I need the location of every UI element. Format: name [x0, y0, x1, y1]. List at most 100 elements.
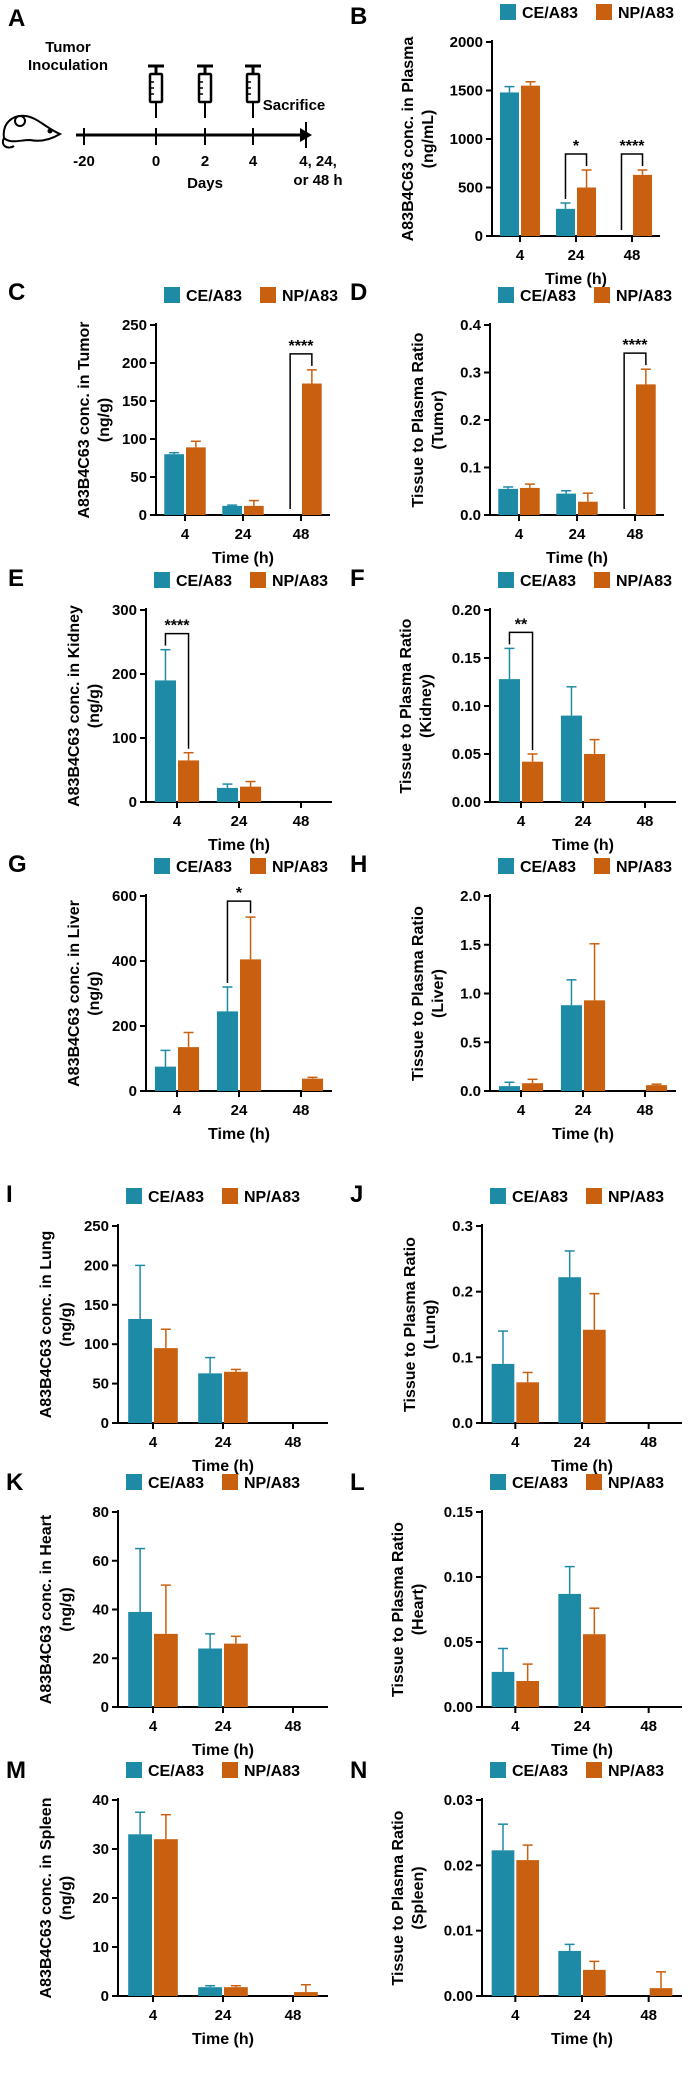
- bar-np-a83-4: [520, 487, 540, 515]
- y-tick-label: 0.1: [452, 1349, 473, 1366]
- x-tick-label: 24: [215, 2007, 232, 2024]
- legend-label-ce: CE/A83: [186, 288, 242, 305]
- legend-swatch-np: [250, 572, 266, 588]
- bar-np-a83-48: [302, 1078, 324, 1091]
- bar-ce-a83-24: [555, 208, 575, 236]
- x-tick-label: 48: [293, 1102, 310, 1119]
- days-label: Days: [187, 175, 223, 192]
- x-tick-label: 24: [574, 1434, 591, 1451]
- bar-np-a83-4: [522, 761, 544, 802]
- y-tick-label: 0.01: [444, 1923, 473, 1940]
- bar-ce-a83-24: [560, 715, 582, 802]
- chart-panel-G: G CE/A83 NP/A83 0 200 400 600 4 24 48 Time (h) A83B…: [8, 851, 332, 1143]
- legend-label-ce: CE/A83: [176, 573, 232, 590]
- y-axis-title-units: (ng/g): [96, 398, 113, 442]
- y-tick-label: 0.0: [452, 1415, 473, 1432]
- bar-np-a83-4: [521, 85, 541, 237]
- x-tick-label: 4: [511, 1718, 520, 1735]
- y-tick-label: 100: [122, 431, 147, 448]
- chart-panel-M: M CE/A83 NP/A83 0 10 20 30 40 4 24 48 Time (h) A83B4…: [6, 1757, 328, 2048]
- chart-panel-E: E CE/A83 NP/A83 0 100 200 300 4 24 48 Time (h) A83B…: [8, 565, 332, 854]
- x-tick-label: 24: [231, 1102, 248, 1119]
- y-tick-label: 20: [92, 1650, 109, 1667]
- legend-swatch-ce: [164, 287, 180, 303]
- bar-np-a83-24: [583, 1634, 606, 1707]
- y-axis-title-units: (ng/g): [58, 1587, 75, 1631]
- y-tick-label: 0.03: [444, 1792, 473, 1809]
- x-axis-title: Time (h): [208, 837, 270, 854]
- y-tick-label: 1.5: [460, 937, 481, 954]
- panel-label-G: G: [8, 851, 27, 878]
- x-tick-label: 48: [640, 1434, 657, 1451]
- y-tick-label: 0.2: [452, 1284, 473, 1301]
- legend-label-ce: CE/A83: [512, 1475, 568, 1492]
- bar-np-a83-24: [584, 754, 606, 802]
- chart-panel-L: L CE/A83 NP/A83 0.00 0.05 0.10 0.15 4 24 48 Time (…: [350, 1469, 682, 1759]
- legend-swatch-np: [222, 1762, 238, 1778]
- x-axis-title: Time (h): [192, 1742, 254, 1759]
- x-axis-title: Time (h): [546, 550, 608, 567]
- bar-np-a83-4: [154, 1839, 178, 1996]
- x-tick-label: 48: [285, 1434, 302, 1451]
- y-tick-label: 80: [92, 1504, 109, 1521]
- x-tick-label: 24: [231, 813, 248, 830]
- y-tick-label: 0.10: [452, 698, 481, 715]
- legend-swatch-np: [596, 4, 612, 20]
- legend-swatch-np: [594, 287, 610, 303]
- x-axis-title: Time (h): [545, 271, 607, 288]
- x-tick-label: 24: [215, 1434, 232, 1451]
- y-tick-label: 2.0: [460, 888, 481, 905]
- chart-panel-F: F CE/A83 NP/A83 0.00 0.05 0.10 0.15 0.20 4 24 48 Ti…: [350, 565, 676, 854]
- x-tick-label: 24: [574, 2007, 591, 2024]
- significance-bracket: [623, 352, 647, 509]
- y-tick-label: 50: [92, 1376, 109, 1393]
- bar-ce-a83-4: [164, 454, 184, 515]
- y-axis-title: A83B4C63 conc. in Plasma: [400, 37, 417, 242]
- bar-np-a83-24: [584, 1000, 606, 1091]
- y-tick-label: 1.0: [460, 986, 481, 1003]
- y-tick-label: 0.00: [444, 1699, 473, 1716]
- significance-bracket: [508, 631, 534, 750]
- y-tick-label: 0.3: [452, 1218, 473, 1235]
- legend-swatch-np: [586, 1188, 602, 1204]
- x-tick-label: 24: [215, 1718, 232, 1735]
- bar-np-a83-24: [244, 505, 264, 515]
- bar-np-a83-4: [516, 1382, 539, 1423]
- x-tick-label: 48: [637, 813, 654, 830]
- bar-np-a83-24: [577, 187, 597, 236]
- y-axis-title: A83B4C63 conc. in Heart: [38, 1514, 55, 1704]
- bar-ce-a83-4: [499, 92, 519, 236]
- panel-label-K: K: [6, 1469, 24, 1496]
- y-tick-label: 0.5: [460, 1034, 481, 1051]
- legend-label-np: NP/A83: [272, 859, 328, 876]
- y-tick-label: 0.02: [444, 1857, 473, 1874]
- bar-np-a83-24: [224, 1643, 248, 1707]
- bar-np-a83-48: [636, 384, 656, 515]
- y-tick-label: 600: [112, 888, 137, 905]
- legend-swatch-np: [222, 1188, 238, 1204]
- y-tick-label: 250: [84, 1218, 109, 1235]
- sacrifice-label: Sacrifice: [263, 97, 326, 114]
- bar-np-a83-24: [240, 959, 262, 1091]
- legend-swatch-ce: [126, 1762, 142, 1778]
- y-tick-label: 0.00: [452, 794, 481, 811]
- bar-ce-a83-4: [128, 1611, 152, 1707]
- tumor-inoculation-label-2: Inoculation: [28, 57, 108, 74]
- bar-np-a83-4: [178, 760, 200, 802]
- x-axis-title: Time (h): [192, 2031, 254, 2048]
- bar-ce-a83-24: [216, 1011, 238, 1091]
- legend-label-ce: CE/A83: [176, 859, 232, 876]
- y-axis-title: A83B4C63 conc. in Lung: [38, 1231, 55, 1419]
- y-tick-label: 0.05: [452, 746, 481, 763]
- x-tick-label: 4: [149, 1434, 158, 1451]
- x-tick-label: 4: [173, 1102, 182, 1119]
- x-tick-label: 48: [293, 526, 310, 543]
- y-tick-label: 1500: [450, 83, 483, 100]
- bar-np-a83-24: [583, 1969, 606, 1996]
- x-axis-title: Time (h): [552, 837, 614, 854]
- y-tick-label: 0.15: [444, 1504, 473, 1521]
- y-axis-title: Tissue to Plasma Ratio: [398, 618, 415, 793]
- y-axis-title: A83B4C63 conc. in Liver: [66, 900, 83, 1087]
- y-tick-label: 2000: [450, 34, 483, 51]
